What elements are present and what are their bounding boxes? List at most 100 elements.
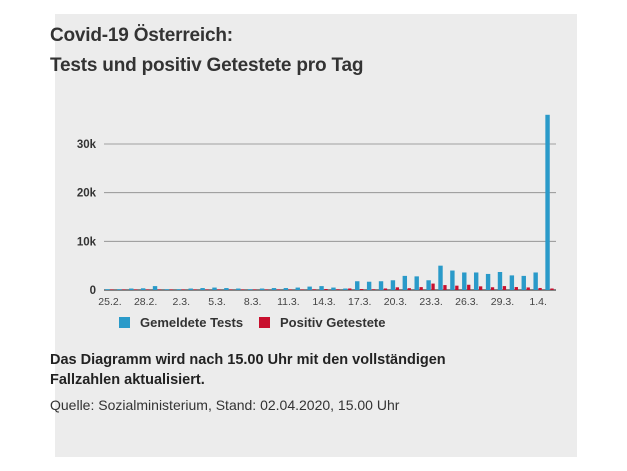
bar-positive-7.3. — [241, 289, 245, 290]
bar-tests-26.2. — [117, 289, 122, 290]
bar-positive-15.3. — [336, 289, 340, 290]
bar-positive-27.3. — [478, 286, 483, 290]
legend-label-positive: Positiv Getestete — [280, 315, 386, 330]
bar-tests-14.3. — [319, 286, 324, 290]
bar-tests-11.3. — [283, 288, 289, 290]
bar-positive-22.3. — [419, 287, 423, 290]
bar-tests-23.3. — [426, 280, 431, 290]
y-tick-label: 30k — [77, 139, 97, 151]
y-tick-label: 0 — [90, 285, 96, 297]
bar-positive-27.2. — [134, 289, 138, 290]
bar-positive-4.3. — [205, 289, 209, 290]
bar-tests-31.3. — [521, 275, 526, 290]
x-tick-label: 1.4. — [529, 296, 547, 308]
x-tick-label: 14.3. — [312, 296, 335, 308]
bar-tests-30.3. — [509, 275, 515, 290]
bar-positive-5.3. — [217, 289, 221, 290]
bar-positive-2.4. — [550, 288, 554, 290]
x-tick-label: 8.3. — [244, 296, 262, 308]
bar-tests-16.3. — [343, 288, 348, 290]
x-tick-label: 2.3. — [173, 296, 191, 308]
bar-tests-5.3. — [212, 287, 217, 290]
bar-positive-9.3. — [264, 289, 269, 290]
bar-tests-19.3. — [378, 281, 384, 290]
legend-label-tests: Gemeldete Tests — [140, 315, 244, 330]
bar-tests-2.4. — [545, 114, 550, 290]
bar-positive-16.3. — [348, 288, 352, 290]
bar-positive-2.3. — [181, 289, 185, 290]
bar-tests-15.3. — [331, 287, 336, 290]
bar-positive-25.3. — [455, 285, 459, 290]
bar-positive-6.3. — [229, 289, 233, 290]
x-tick-label: 23.3. — [419, 296, 442, 308]
bar-positive-3.3. — [193, 289, 197, 290]
chart-title-line2: Tests und positiv Getestete pro Tag — [50, 55, 364, 76]
bar-tests-28.3. — [485, 273, 491, 290]
legend-swatch-tests — [119, 317, 130, 328]
bar-tests-7.3. — [236, 288, 241, 290]
bar-positive-13.3. — [312, 289, 316, 290]
x-tick-label: 20.3. — [384, 296, 407, 308]
bar-tests-25.2. — [105, 289, 110, 290]
bar-positive-20.3. — [395, 287, 400, 290]
y-tick-label: 10k — [77, 236, 97, 248]
legend-swatch-positive — [259, 317, 270, 328]
bar-tests-27.3. — [473, 272, 479, 290]
bar-tests-1.3. — [164, 289, 170, 290]
x-tick-label: 17.3. — [348, 296, 371, 308]
bar-tests-10.3. — [271, 288, 277, 290]
bar-tests-21.3. — [402, 275, 408, 290]
bar-positive-17.3. — [360, 289, 364, 290]
bar-positive-8.3. — [252, 289, 257, 290]
bar-positive-10.3. — [276, 289, 281, 290]
bar-positive-26.3. — [467, 284, 471, 290]
bar-tests-8.3. — [247, 289, 253, 290]
x-tick-label: 26.3. — [455, 296, 478, 308]
y-tick-label: 20k — [77, 188, 97, 200]
bar-positive-28.2. — [145, 289, 150, 290]
bar-tests-18.3. — [366, 281, 372, 290]
bar-positive-24.3. — [443, 285, 447, 290]
bar-tests-24.3. — [438, 265, 443, 290]
bar-positive-1.3. — [169, 289, 174, 290]
x-tick-label: 5.3. — [208, 296, 226, 308]
bar-tests-22.3. — [414, 276, 419, 290]
bar-positive-21.3. — [407, 288, 411, 290]
bar-positive-23.3. — [431, 283, 435, 290]
bar-positive-1.4. — [538, 287, 542, 290]
bar-tests-12.3. — [295, 287, 300, 290]
bar-positive-26.2. — [122, 289, 126, 290]
bar-positive-29.2. — [157, 289, 162, 290]
legend-item-tests: Gemeldete Tests — [119, 315, 243, 330]
bar-tests-27.2. — [129, 288, 134, 290]
bar-tests-6.3. — [224, 288, 229, 290]
bar-positive-14.3. — [324, 289, 328, 290]
update-note: Das Diagramm wird nach 15.00 Uhr mit den… — [50, 352, 446, 388]
bar-tests-2.3. — [176, 289, 182, 290]
x-tick-label: 28.2. — [134, 296, 157, 308]
chart-title-line1: Covid-19 Österreich: — [50, 25, 233, 46]
bar-tests-28.2. — [140, 288, 146, 290]
bar-positive-31.3. — [526, 287, 530, 290]
chart-card — [55, 14, 577, 457]
bar-positive-12.3. — [300, 289, 304, 290]
bar-positive-28.3. — [490, 287, 495, 290]
x-tick-label: 11.3. — [277, 296, 300, 308]
bar-tests-13.3. — [307, 286, 312, 290]
bar-tests-1.4. — [533, 272, 538, 290]
bar-tests-20.3. — [390, 280, 396, 290]
bar-positive-25.2. — [110, 289, 114, 290]
legend-item-positive: Positiv Getestete — [259, 315, 386, 330]
bar-positive-29.3. — [502, 286, 507, 290]
bar-tests-26.3. — [462, 272, 467, 290]
bar-tests-25.3. — [450, 270, 455, 290]
bar-positive-19.3. — [383, 288, 388, 290]
bar-tests-3.3. — [188, 288, 193, 290]
bar-tests-17.3. — [355, 281, 360, 290]
bar-positive-11.3. — [288, 289, 292, 290]
bar-tests-9.3. — [259, 288, 265, 290]
x-tick-label: 29.3. — [491, 296, 514, 308]
x-tick-label: 25.2. — [98, 296, 121, 308]
source-line: Quelle: Sozialministerium, Stand: 02.04.… — [50, 397, 400, 413]
